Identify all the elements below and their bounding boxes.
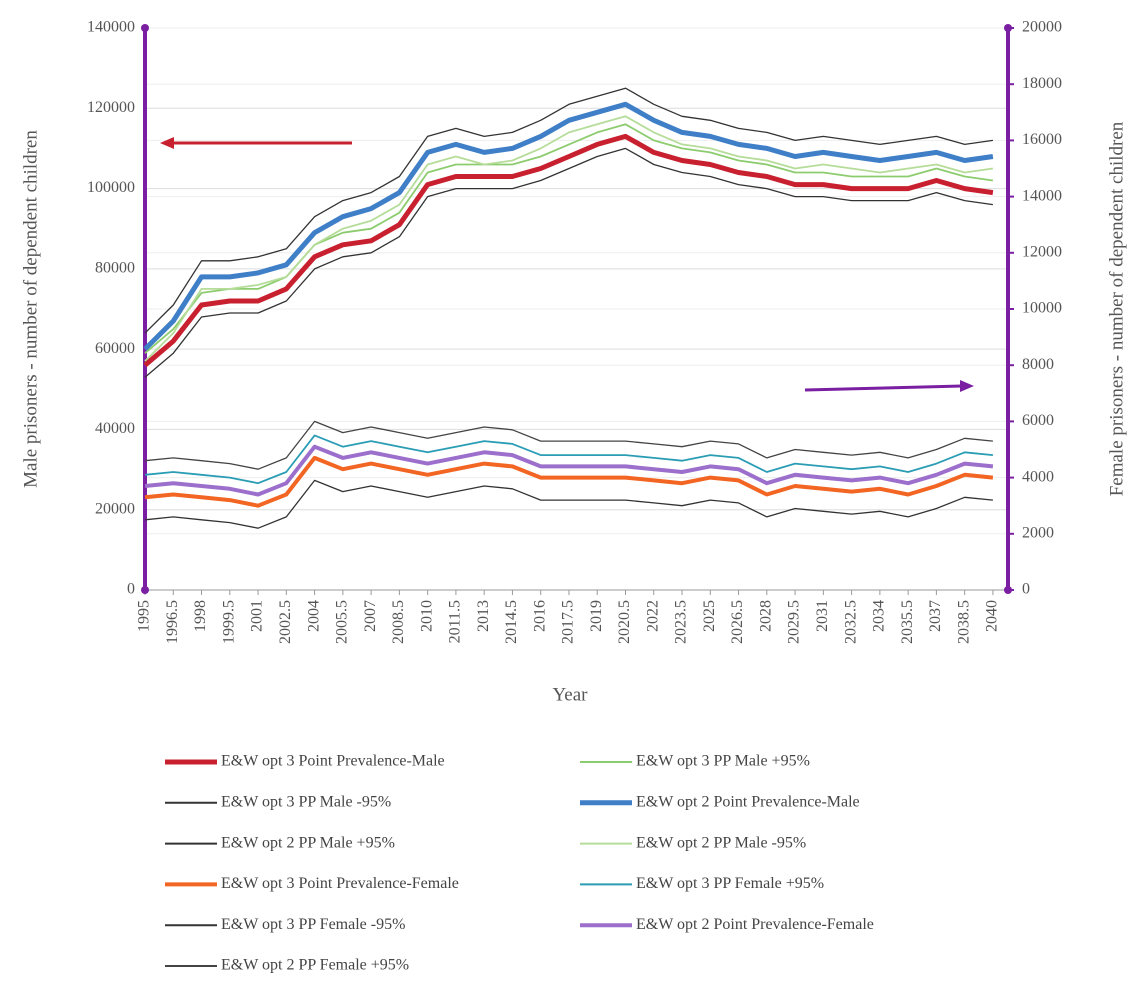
y2-tick-label: 8000 xyxy=(1022,356,1054,373)
y-tick-label: 20000 xyxy=(95,500,135,517)
axis-end xyxy=(1004,24,1012,32)
x-tick-label: 2026.5 xyxy=(729,600,746,644)
x-tick-label: 2002.5 xyxy=(277,600,294,644)
x-tick-label: 1998 xyxy=(192,600,209,632)
axis-end xyxy=(141,586,149,594)
legend-label: E&W opt 2 PP Female +95% xyxy=(221,957,409,974)
y2-tick-label: 0 xyxy=(1022,581,1030,598)
y2-tick-label: 16000 xyxy=(1022,131,1062,148)
x-tick-label: 1995 xyxy=(136,600,153,632)
right-arrow-head xyxy=(960,380,974,392)
x-tick-label: 2032.5 xyxy=(842,600,859,644)
y-tick-label: 100000 xyxy=(87,179,135,196)
series-line xyxy=(144,479,993,529)
series-line xyxy=(144,420,993,470)
arrows xyxy=(160,137,974,392)
y2-tick-label: 6000 xyxy=(1022,412,1054,429)
axis-end xyxy=(141,24,149,32)
x-tick-label: 2023.5 xyxy=(673,600,690,644)
y-tick-label: 40000 xyxy=(95,420,135,437)
y2-tick-label: 12000 xyxy=(1022,243,1062,260)
legend-label: E&W opt 2 Point Prevalence-Female xyxy=(636,916,874,933)
x-axis-title: Year xyxy=(552,684,588,705)
series-line xyxy=(144,87,993,334)
y-tick-label: 140000 xyxy=(87,19,135,36)
y2-tick-label: 10000 xyxy=(1022,300,1062,317)
x-tick-label: 2011.5 xyxy=(447,600,464,643)
x-tick-label: 2008.5 xyxy=(390,600,407,644)
legend-label: E&W opt 2 Point Prevalence-Male xyxy=(636,793,860,810)
legend-label: E&W opt 3 PP Female +95% xyxy=(636,875,824,892)
x-tick-label: 2034 xyxy=(871,600,888,632)
y2-tick-label: 4000 xyxy=(1022,468,1054,485)
x-tick-label: 2038.5 xyxy=(955,600,972,644)
x-tick-label: 2013 xyxy=(475,600,492,632)
y2-axis-title: Female prisoners - number of dependent c… xyxy=(1106,121,1127,496)
x-tick-label: 2029.5 xyxy=(786,600,803,644)
series-line xyxy=(143,101,994,351)
y2-tick-label: 18000 xyxy=(1022,75,1062,92)
x-tick-label: 2040 xyxy=(984,600,1001,632)
x-tick-label: 2035.5 xyxy=(899,600,916,644)
legend-label: E&W opt 3 PP Male +95% xyxy=(636,753,810,770)
series-line xyxy=(144,115,994,362)
legend-label: E&W opt 3 PP Female -95% xyxy=(221,916,405,933)
x-tick-label: 2007 xyxy=(362,600,379,632)
x-tick-label: 2028 xyxy=(757,600,774,632)
legend-label: E&W opt 2 PP Male -95% xyxy=(636,834,806,851)
series-line xyxy=(144,444,994,497)
x-tick-label: 2025 xyxy=(701,600,718,632)
x-tick-label: 2004 xyxy=(305,600,322,632)
x-tick-label: 2031 xyxy=(814,600,831,632)
y-tick-label: 80000 xyxy=(95,260,135,277)
left-arrow-head xyxy=(160,137,174,149)
x-tick-label: 1999.5 xyxy=(220,600,237,644)
series-line xyxy=(144,147,993,378)
legend-label: E&W opt 3 Point Prevalence-Female xyxy=(221,875,459,892)
x-tick-label: 2005.5 xyxy=(334,600,351,644)
x-tick-label: 2016 xyxy=(531,600,548,632)
y2-tick-label: 14000 xyxy=(1022,187,1062,204)
y-axis-title: Male prisoners - number of dependent chi… xyxy=(20,130,41,488)
series-line xyxy=(143,133,994,368)
y-tick-label: 0 xyxy=(127,581,135,598)
x-tick-label: 2037 xyxy=(927,600,944,632)
x-tick-label: 1996.5 xyxy=(164,600,181,644)
y-tick-label: 60000 xyxy=(95,340,135,357)
series-line xyxy=(144,434,993,485)
y2-tick-label: 2000 xyxy=(1022,524,1054,541)
x-tick-label: 2010 xyxy=(418,600,435,632)
x-tick-label: 2020.5 xyxy=(616,600,633,644)
x-tick-label: 2001 xyxy=(249,600,266,632)
x-tick-label: 2017.5 xyxy=(560,600,577,644)
x-tick-label: 2022 xyxy=(644,600,661,632)
y2-tick-label: 20000 xyxy=(1022,19,1062,36)
right-arrow xyxy=(804,384,963,392)
legend-label: E&W opt 3 Point Prevalence-Male xyxy=(221,753,445,770)
y-tick-label: 120000 xyxy=(87,99,135,116)
legend-label: E&W opt 3 PP Male -95% xyxy=(221,793,391,810)
x-tick-label: 2019 xyxy=(588,600,605,632)
grid xyxy=(145,27,1008,591)
legend-label: E&W opt 2 PP Male +95% xyxy=(221,834,395,851)
series-line xyxy=(144,455,994,508)
x-tick-label: 2014.5 xyxy=(503,600,520,644)
axis-end xyxy=(1004,586,1012,594)
